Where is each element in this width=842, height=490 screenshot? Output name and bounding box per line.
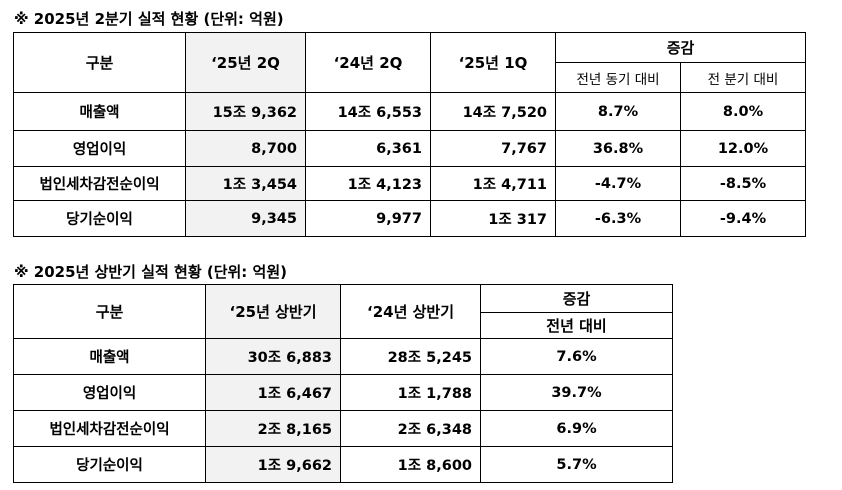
table-cell: 법인세차감전순이익 (13, 410, 206, 447)
table-cell: 전 분기 대비 (680, 62, 806, 93)
table-cell: 7,767 (430, 130, 556, 167)
table-row: 영업이익 8,700 6,361 7,767 36.8% 12.0% (13, 130, 806, 167)
table-cell: 1조 3,454 (185, 166, 306, 201)
table-cell: 28조 5,245 (340, 338, 481, 375)
table-row: 법인세차감전순이익 2조 8,165 2조 6,348 6.9% (13, 410, 673, 447)
table-cell: 당기순이익 (13, 446, 206, 483)
table-title: ※ 2025년 2분기 실적 현황 (단위: 억원) (14, 10, 284, 28)
table-cell: 증감 (480, 284, 673, 313)
table-row: 구분 ‘25년 상반기 ‘24년 상반기 증감 (13, 284, 673, 339)
table-cell: 30조 6,883 (205, 338, 341, 375)
table-row: 당기순이익 9,345 9,977 1조 317 -6.3% -9.4% (13, 200, 806, 237)
table-cell: 전년 동기 대비 (555, 62, 681, 93)
table-cell: 매출액 (13, 338, 206, 375)
table-cell: 8.0% (680, 92, 806, 131)
table-cell: 6,361 (305, 130, 431, 167)
table-row: 영업이익 1조 6,467 1조 1,788 39.7% (13, 374, 673, 411)
table-cell: 6.9% (480, 410, 673, 447)
table-row: 매출액 30조 6,883 28조 5,245 7.6% (13, 338, 673, 375)
table-title: ※ 2025년 상반기 실적 현황 (단위: 억원) (14, 263, 287, 281)
table-cell: ‘25년 1Q (430, 32, 556, 93)
table-cell: 전년 대비 (480, 312, 673, 339)
table-cell: 1조 6,467 (205, 374, 341, 411)
table-cell: 구분 (13, 32, 186, 93)
table-cell: 15조 9,362 (185, 92, 306, 131)
table-cell: 9,977 (305, 200, 431, 237)
table-cell: 당기순이익 (13, 200, 186, 237)
table-cell: 매출액 (13, 92, 186, 131)
table-cell: -6.3% (555, 200, 681, 237)
table-cell: 영업이익 (13, 130, 186, 167)
table-cell: 7.6% (480, 338, 673, 375)
table-cell: -8.5% (680, 166, 806, 201)
table-cell: 39.7% (480, 374, 673, 411)
table-cell: 5.7% (480, 446, 673, 483)
table-cell: 1조 4,123 (305, 166, 431, 201)
table-cell: 2조 8,165 (205, 410, 341, 447)
table-row: 법인세차감전순이익 1조 3,454 1조 4,123 1조 4,711 -4.7% -8… (13, 166, 806, 201)
table-cell: 14조 7,520 (430, 92, 556, 131)
table-row: 전년 동기 대비 전 분기 대비 (14, 62, 806, 93)
table-cell: 9,345 (185, 200, 306, 237)
table-cell: 법인세차감전순이익 (13, 166, 186, 201)
table-cell: 1조 8,600 (340, 446, 481, 483)
table-cell: 증감 (555, 32, 806, 63)
table-cell: 8,700 (185, 130, 306, 167)
table: 구분 ‘25년 상반기 ‘24년 상반기 증감 전년 대비 매출액 30조 6,883 28조… (13, 284, 673, 483)
table-cell: ‘24년 상반기 (340, 284, 481, 339)
table-cell: 2조 6,348 (340, 410, 481, 447)
table: 구분 ‘25년 2Q ‘24년 2Q ‘25년 1Q 증감 전년 동기 대비 전 분기 대비… (13, 32, 806, 237)
table-cell: 1조 317 (430, 200, 556, 237)
table-cell: ‘24년 2Q (305, 32, 431, 93)
table-row: 매출액 15조 9,362 14조 6,553 14조 7,520 8.7% 8.0% (13, 92, 806, 131)
table-cell: ‘25년 상반기 (205, 284, 341, 339)
table-cell: 영업이익 (13, 374, 206, 411)
table-cell: 1조 4,711 (430, 166, 556, 201)
table-cell: 14조 6,553 (305, 92, 431, 131)
table-cell: -9.4% (680, 200, 806, 237)
table-cell: 1조 1,788 (340, 374, 481, 411)
table-cell: 36.8% (555, 130, 681, 167)
table-cell: ‘25년 2Q (185, 32, 306, 93)
table-cell: 8.7% (555, 92, 681, 131)
table-row: 당기순이익 1조 9,662 1조 8,600 5.7% (13, 446, 673, 483)
table-cell: -4.7% (555, 166, 681, 201)
table-cell: 1조 9,662 (205, 446, 341, 483)
table-cell: 구분 (13, 284, 206, 339)
table-row: 구분 ‘25년 2Q ‘24년 2Q ‘25년 1Q 증감 (13, 32, 806, 93)
table-cell: 12.0% (680, 130, 806, 167)
